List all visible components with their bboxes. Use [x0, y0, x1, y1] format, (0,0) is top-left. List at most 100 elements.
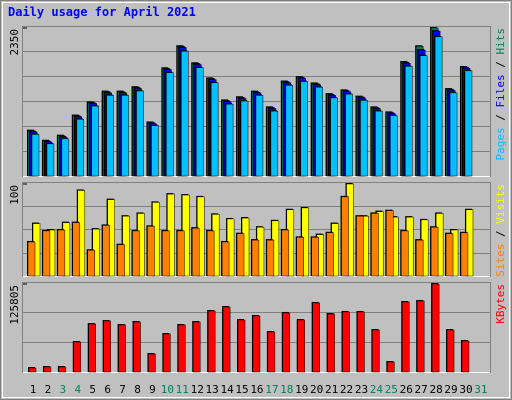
legend-entry: Pages	[494, 127, 507, 160]
legend-separator: /	[494, 55, 507, 75]
bar	[282, 312, 291, 373]
x-tick-label: 1	[30, 383, 37, 396]
x-tick-label: 25	[385, 383, 398, 396]
x-tick-label: 18	[280, 383, 293, 396]
bar	[255, 95, 264, 177]
y-tick-label: 100	[8, 185, 21, 205]
x-tick-label: 5	[89, 383, 96, 396]
bar	[372, 329, 380, 373]
bar	[221, 241, 230, 277]
x-tick-label: 29	[444, 383, 457, 396]
bar	[461, 340, 470, 373]
bar	[151, 125, 159, 177]
bar	[87, 249, 95, 277]
bar	[341, 196, 349, 277]
bar	[430, 226, 439, 277]
bar	[88, 323, 96, 373]
x-tick-label: 13	[206, 383, 219, 396]
bar	[297, 319, 305, 373]
x-tick-label: 21	[325, 383, 338, 396]
bar	[58, 366, 67, 373]
bar	[356, 215, 364, 277]
y-tick-label: 2350	[8, 29, 21, 56]
bar	[285, 85, 294, 177]
bar	[147, 226, 155, 277]
bar	[72, 222, 81, 277]
bar	[270, 110, 279, 177]
bar	[133, 321, 141, 373]
bar	[27, 241, 36, 277]
bar	[460, 232, 469, 277]
x-tick-label: 16	[250, 383, 263, 396]
x-tick-label: 30	[459, 383, 472, 396]
bar	[281, 229, 290, 277]
bar	[166, 72, 174, 177]
x-tick-label: 19	[295, 383, 308, 396]
x-tick-label: 7	[119, 383, 126, 396]
legend-entry: Visits	[494, 184, 507, 224]
bar	[401, 230, 409, 277]
bar	[118, 324, 126, 373]
bar	[330, 97, 338, 177]
bar	[163, 333, 171, 373]
bar	[446, 329, 455, 373]
bar	[390, 115, 398, 177]
bar	[206, 230, 215, 277]
bar	[102, 225, 110, 277]
bar	[237, 319, 246, 373]
bar	[371, 213, 379, 277]
x-tick-label: 20	[310, 383, 323, 396]
bar	[106, 95, 114, 177]
bar	[445, 233, 454, 277]
bar	[210, 82, 219, 177]
bar	[315, 86, 323, 177]
bar	[225, 103, 234, 177]
bar	[195, 67, 204, 177]
bar	[267, 331, 276, 373]
bar	[375, 110, 383, 177]
y-tick-label: 125805	[8, 285, 21, 325]
bar	[42, 230, 51, 277]
bar	[357, 311, 365, 373]
bar	[43, 366, 52, 373]
chart-title: Daily usage for April 2021	[8, 5, 196, 19]
x-tick-label: 12	[191, 383, 204, 396]
bar	[136, 90, 144, 177]
x-tick-label: 14	[220, 383, 234, 396]
bar	[46, 143, 55, 177]
x-tick-label: 15	[235, 383, 248, 396]
bar	[240, 100, 249, 177]
bar	[296, 237, 304, 277]
bar	[327, 313, 335, 373]
bar	[402, 301, 410, 373]
x-tick-label: 31	[474, 383, 487, 396]
x-tick-label: 22	[340, 383, 353, 396]
bar	[326, 232, 334, 277]
x-tick-label: 28	[429, 383, 442, 396]
bar	[117, 244, 125, 277]
bar	[103, 320, 111, 373]
bar	[73, 341, 82, 373]
bar	[386, 210, 394, 277]
bar	[431, 283, 440, 373]
bar	[76, 119, 85, 177]
x-tick-label: 17	[265, 383, 278, 396]
legend: Sites / Visits	[494, 184, 507, 277]
bar	[266, 239, 275, 277]
bar	[28, 367, 37, 373]
legend-separator: /	[494, 224, 507, 244]
bar	[449, 92, 458, 177]
bar	[148, 353, 156, 373]
bar	[419, 55, 428, 177]
bar	[192, 321, 201, 373]
bar	[121, 95, 129, 177]
bar	[387, 361, 395, 373]
bar	[416, 300, 425, 373]
bar	[61, 138, 70, 177]
x-tick-label: 27	[415, 383, 428, 396]
x-tick-label: 2	[45, 383, 52, 396]
bar	[57, 229, 66, 277]
x-tick-label: 11	[176, 383, 189, 396]
x-tick-label: 9	[149, 383, 156, 396]
